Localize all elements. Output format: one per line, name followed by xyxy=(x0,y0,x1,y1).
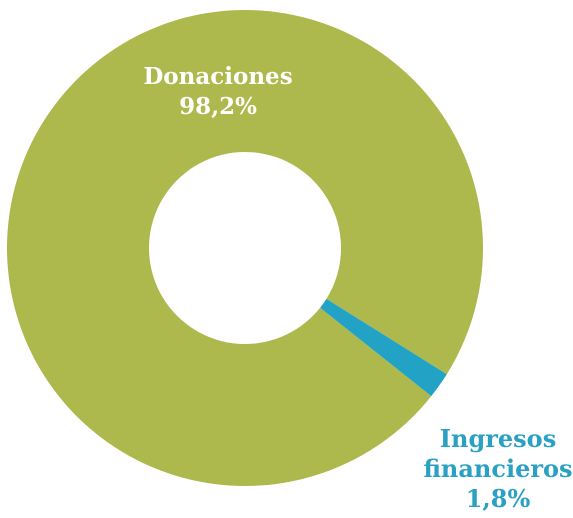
category-label: Donaciones xyxy=(143,63,293,90)
value-label: 98,2% xyxy=(179,93,257,120)
slice-label: Ingresos financieros 1,8% xyxy=(418,424,573,514)
donut-slice xyxy=(7,9,484,486)
slice-label: Donaciones 98,2% xyxy=(118,62,318,122)
value-label: 1,8% xyxy=(465,484,531,513)
category-label: Ingresos financieros xyxy=(423,424,573,483)
donut-slice xyxy=(320,298,447,397)
